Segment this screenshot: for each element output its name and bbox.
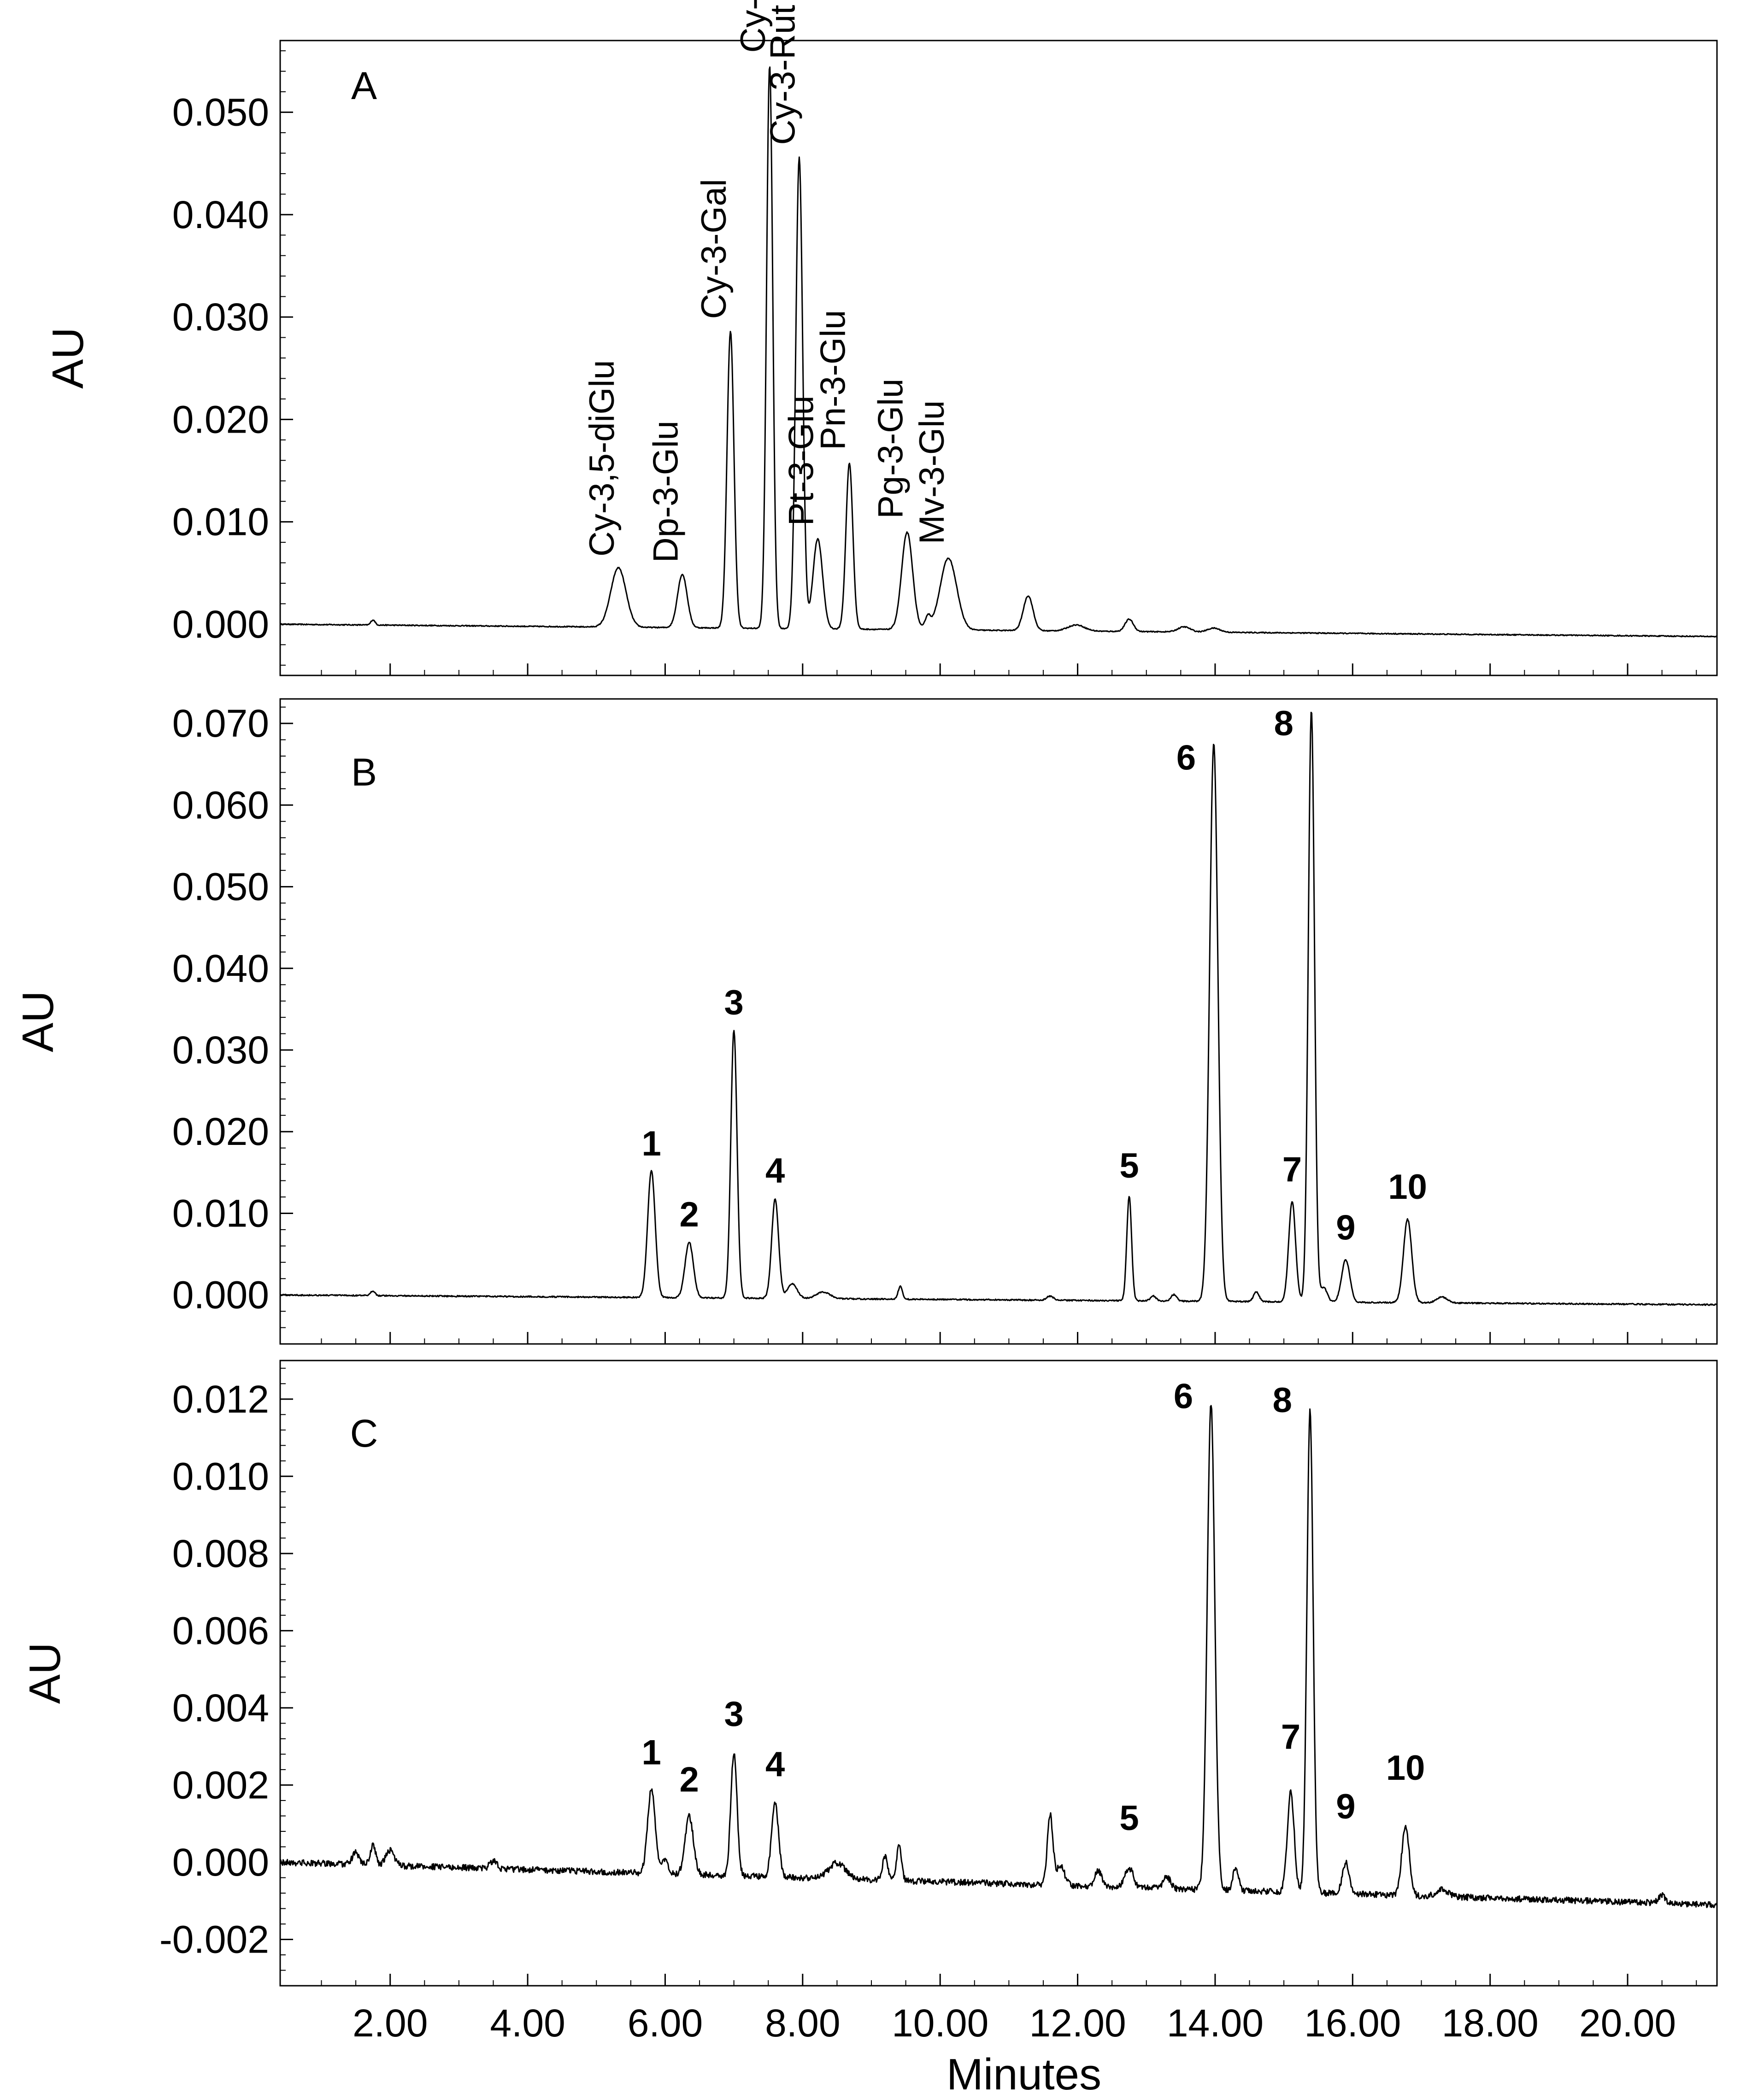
peak-number-label: 1 xyxy=(641,1124,661,1163)
peak-number-label: 4 xyxy=(765,1151,785,1190)
y-tick-label: 0.008 xyxy=(172,1532,269,1575)
peak-number-label: 2 xyxy=(680,1195,699,1234)
y-tick-label: 0.050 xyxy=(172,865,269,909)
y-tick-label: 0.002 xyxy=(172,1763,269,1807)
peak-number-label: 7 xyxy=(1282,1150,1302,1190)
panel-B: 0.000 0.010 0.020 0.030 0.040 0.050 0.060 0.070… xyxy=(13,698,1718,1345)
peak-label: Pt-3-Glu xyxy=(782,395,821,526)
x-tick-label: 14.00 xyxy=(1167,2001,1264,2045)
peak-label: Mv-3-Glu xyxy=(912,400,952,544)
y-tick-label: 0.004 xyxy=(172,1686,269,1730)
y-tick-label: 0.060 xyxy=(172,783,269,827)
y-axis-title: AU xyxy=(20,1642,70,1704)
x-axis-title: Minutes xyxy=(947,2050,1101,2099)
y-tick-label: 0.010 xyxy=(172,1455,269,1498)
y-tick-label: 0.000 xyxy=(172,1841,269,1884)
y-axis-title: AU xyxy=(43,327,93,388)
y-tick-label: 0.050 xyxy=(172,91,269,134)
peak-number-label: 4 xyxy=(765,1745,785,1784)
peak-label: Cy-3,5-diGlu xyxy=(582,360,622,557)
x-tick-label: 8.00 xyxy=(765,2001,841,2045)
peak-number-label: 3 xyxy=(724,983,743,1022)
plot-frame xyxy=(279,698,1718,1345)
y-tick-label: 0.040 xyxy=(172,193,269,236)
x-tick-label: 6.00 xyxy=(628,2001,703,2045)
peak-number-label: 7 xyxy=(1281,1718,1300,1757)
x-tick-label: 16.00 xyxy=(1304,2001,1401,2045)
chromatogram-trace-B xyxy=(280,711,1718,1306)
panel-letter: A xyxy=(351,64,377,107)
peak-label: Pg-3-Glu xyxy=(871,379,911,519)
y-tick-label: 0.006 xyxy=(172,1609,269,1652)
x-tick-label: 4.00 xyxy=(490,2001,565,2045)
peak-number-label: 10 xyxy=(1386,1748,1425,1788)
peak-number-label: 5 xyxy=(1119,1146,1139,1185)
peak-number-label: 9 xyxy=(1336,1787,1355,1826)
y-tick-label: 0.012 xyxy=(172,1378,269,1421)
y-tick-label: -0.002 xyxy=(159,1918,269,1961)
peak-number-label: 1 xyxy=(641,1733,661,1772)
panel-C: -0.002 0.000 0.002 0.004 0.006 0.008 0.010 0.01… xyxy=(20,1360,1718,2045)
peak-number-label: 10 xyxy=(1388,1167,1427,1207)
peak-label: Pn-3-Glu xyxy=(813,310,852,450)
y-tick-label: 0.030 xyxy=(172,295,269,339)
y-tick-label: 0.030 xyxy=(172,1028,269,1072)
x-tick-label: 12.00 xyxy=(1029,2001,1126,2045)
peak-number-label: 6 xyxy=(1176,738,1196,777)
peak-number-label: 5 xyxy=(1119,1799,1139,1838)
x-tick-label: 2.00 xyxy=(353,2001,428,2045)
x-tick-label: 10.00 xyxy=(892,2001,988,2045)
peak-label: Cy-3-Glu xyxy=(734,0,773,53)
plot-frame xyxy=(279,1360,1718,1987)
y-tick-label: 0.010 xyxy=(172,1191,269,1235)
y-tick-label: 0.000 xyxy=(172,603,269,646)
peak-number-label: 2 xyxy=(680,1760,699,1799)
peak-number-label: 3 xyxy=(724,1695,743,1734)
y-tick-label: 0.040 xyxy=(172,947,269,990)
panel-letter: C xyxy=(350,1412,378,1455)
peak-label: Cy-3-Gal xyxy=(694,179,734,319)
x-tick-label: 20.00 xyxy=(1579,2001,1676,2045)
peak-number-label: 8 xyxy=(1273,1381,1292,1420)
peak-label: Cy-3-Rut xyxy=(763,5,802,145)
panel-letter: B xyxy=(351,751,377,794)
peak-label: Dp-3-Glu xyxy=(647,421,686,563)
y-tick-label: 0.000 xyxy=(172,1273,269,1317)
panel-A: 0.000 0.010 0.020 0.030 0.040 0.050 AU A Cy-3,5-… xyxy=(43,0,1718,676)
y-axis-title: AU xyxy=(13,991,63,1052)
x-tick-label: 18.00 xyxy=(1442,2001,1539,2045)
peak-number-label: 8 xyxy=(1274,704,1293,743)
y-tick-label: 0.020 xyxy=(172,398,269,441)
peak-number-label: 6 xyxy=(1174,1377,1193,1416)
plot-frame xyxy=(279,40,1718,676)
chromatogram-trace-A xyxy=(279,66,1717,638)
peak-number-label: 9 xyxy=(1336,1208,1355,1248)
chromatogram-trace-C xyxy=(279,1405,1717,1908)
y-tick-label: 0.010 xyxy=(172,500,269,544)
y-tick-label: 0.020 xyxy=(172,1110,269,1153)
y-tick-label: 0.070 xyxy=(172,702,269,745)
panels: 0.000 0.010 0.020 0.030 0.040 0.050 AU A Cy-3,5-… xyxy=(13,0,1718,2045)
